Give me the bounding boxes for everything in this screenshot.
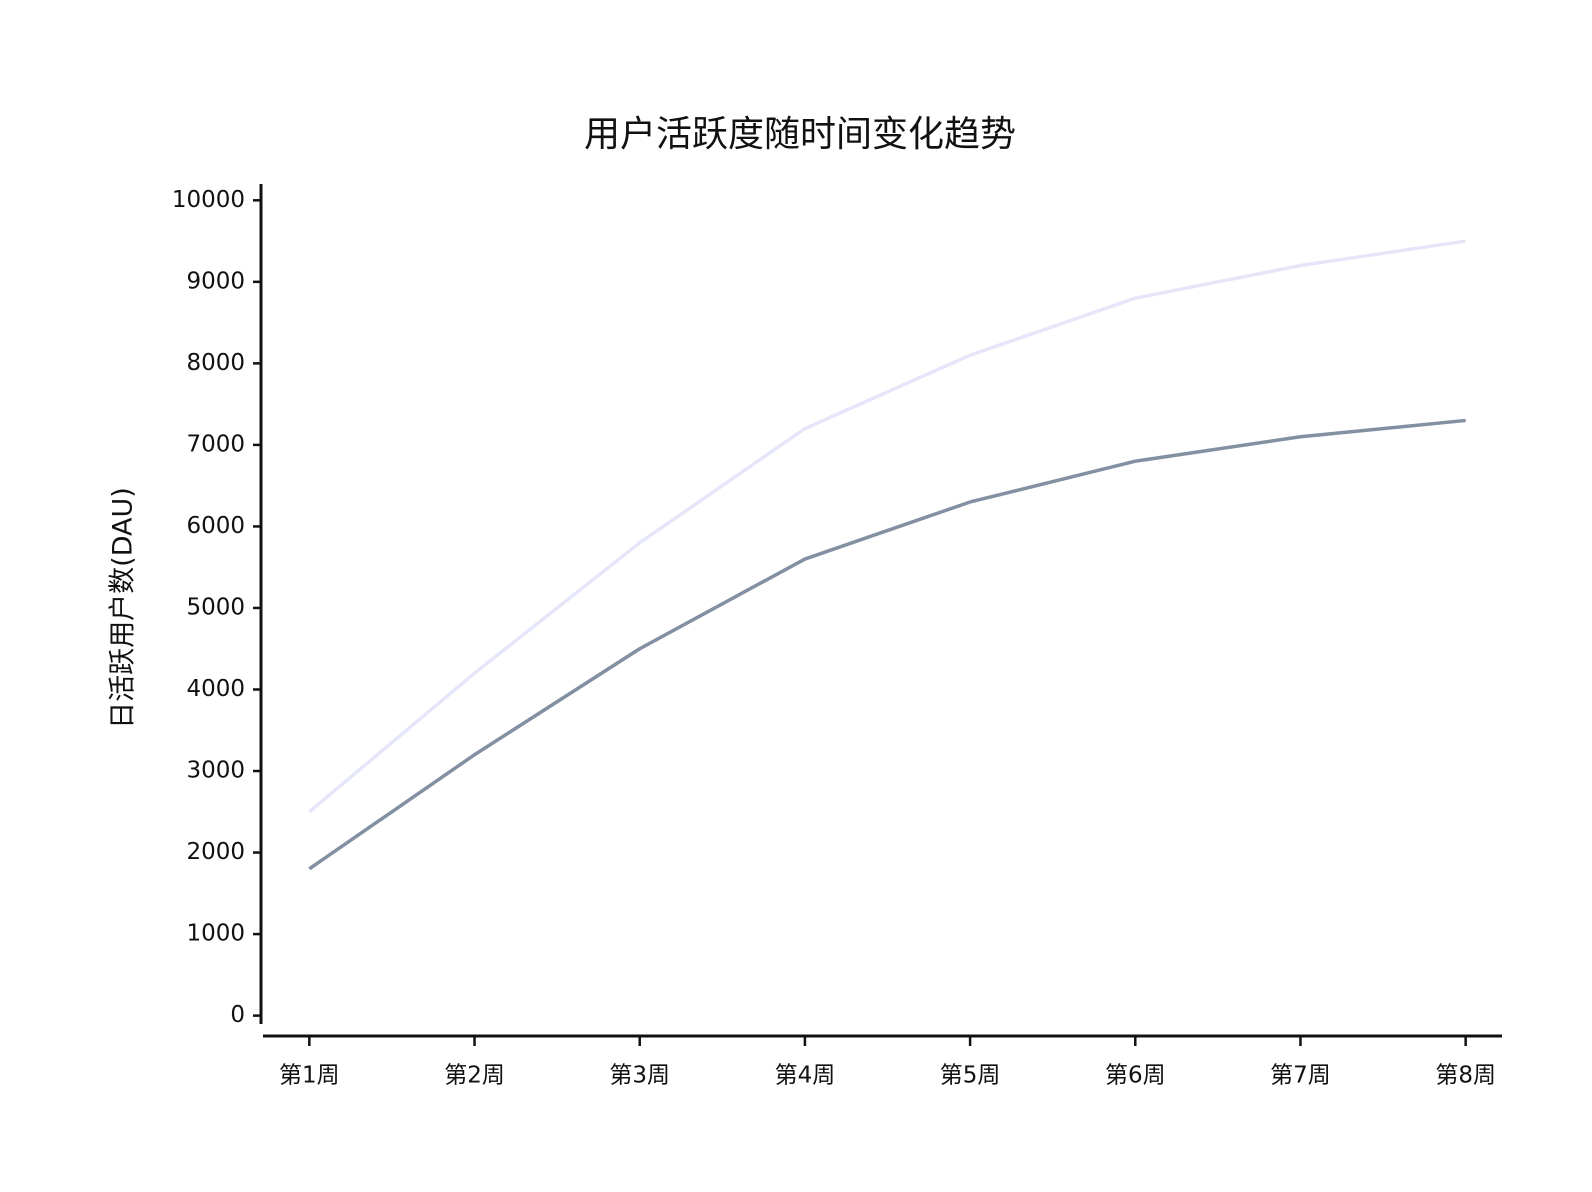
y-tick-label: 4000 — [186, 676, 245, 702]
x-tick-label: 第7周 — [1270, 1063, 1331, 1089]
y-tick-label: 3000 — [186, 758, 245, 784]
series-line — [308, 239, 1466, 814]
x-tick-label: 第8周 — [1435, 1063, 1496, 1089]
y-tick-label: 5000 — [186, 594, 245, 620]
x-tick-label: 第5周 — [940, 1063, 1001, 1089]
y-tick-label: 2000 — [186, 839, 245, 865]
series-line — [308, 418, 1466, 871]
x-tick-label: 第6周 — [1105, 1063, 1166, 1089]
y-tick-label: 8000 — [186, 350, 245, 376]
x-tick-label: 第1周 — [279, 1063, 340, 1089]
y-tick-label: 10000 — [172, 187, 245, 213]
x-tick-label: 第2周 — [444, 1063, 505, 1089]
y-tick-label: 9000 — [186, 268, 245, 294]
y-tick-label: 7000 — [186, 431, 245, 457]
y-axis-label: 日活跃用户数(DAU) — [108, 487, 139, 729]
y-tick-label: 0 — [230, 1002, 245, 1028]
y-tick-label: 6000 — [186, 513, 245, 539]
y-tick-label: 1000 — [186, 921, 245, 947]
x-tick-label: 第4周 — [775, 1063, 836, 1089]
chart-title: 用户活跃度随时间变化趋势 — [584, 114, 1016, 155]
x-tick-label: 第3周 — [609, 1063, 670, 1089]
